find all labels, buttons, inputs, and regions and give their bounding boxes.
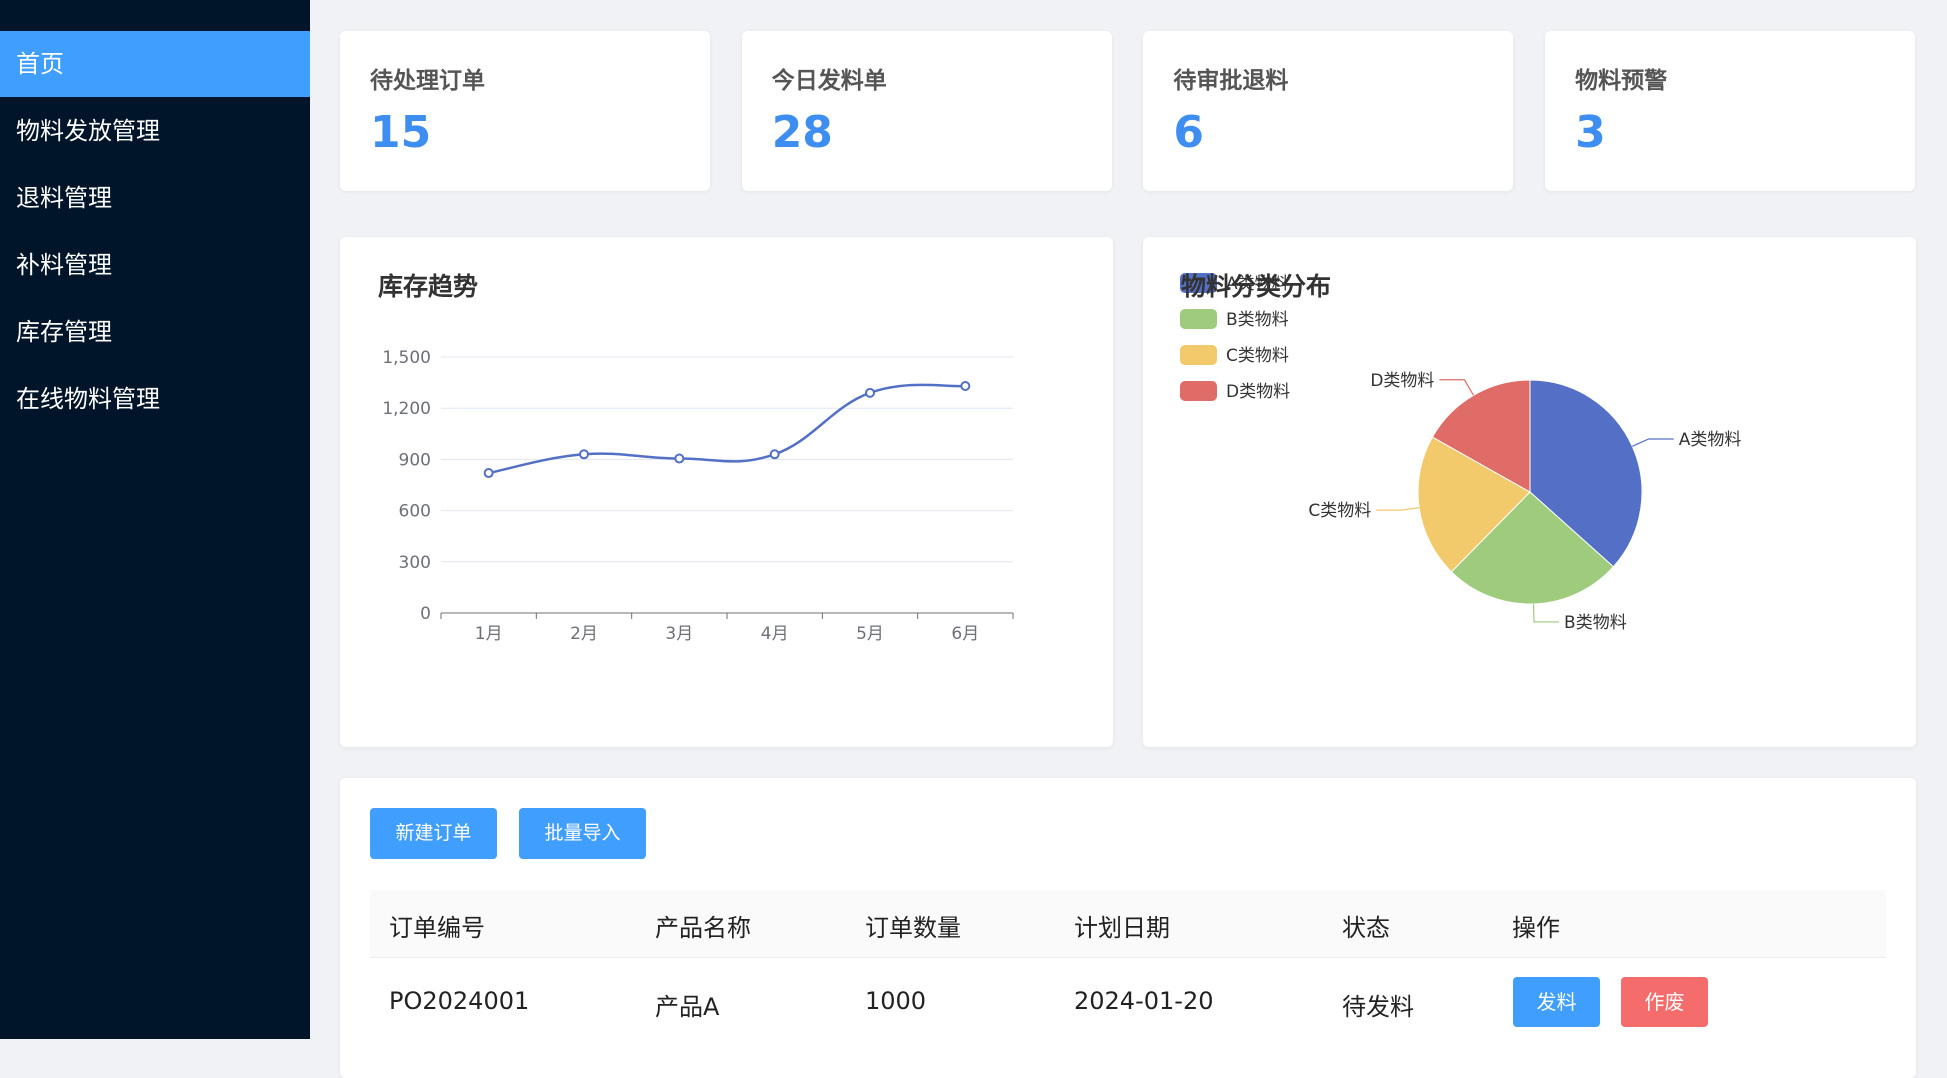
y-tick-label: 900 xyxy=(399,450,431,470)
stat-label: 今日发料单 xyxy=(771,68,887,94)
nav-item[interactable]: 物料发放管理 xyxy=(16,117,160,145)
table-cell: 2024-01-20 xyxy=(1074,987,1214,1015)
x-tick-label: 1月 xyxy=(475,624,503,644)
stat-card: 待审批退料 6 xyxy=(1143,31,1514,191)
nav-item[interactable]: 首页 xyxy=(0,31,310,97)
pie-slice xyxy=(1529,379,1643,568)
x-tick-label: 2月 xyxy=(570,624,598,644)
legend-swatch xyxy=(1180,345,1217,365)
point xyxy=(769,449,780,460)
stat-value: 6 xyxy=(1173,107,1205,158)
stat-card: 物料预警 3 xyxy=(1545,31,1916,191)
table-header-cell: 操作 xyxy=(1512,914,1560,942)
slice-label: A类物料 xyxy=(1679,430,1742,450)
stat-value: 28 xyxy=(771,107,833,158)
table-cell: PO2024001 xyxy=(389,987,530,1015)
table-card: 新建订单 批量导入订单编号 产品名称 订单数量 计划日期 状态 操作 PO2024001 产品A… xyxy=(340,778,1916,1078)
x-tick-label: 5月 xyxy=(856,624,884,644)
leader-line xyxy=(1532,603,1560,623)
toolbar-button[interactable]: 新建订单 xyxy=(370,808,497,859)
stat-label: 物料预警 xyxy=(1575,68,1668,94)
legend-label: D类物料 xyxy=(1226,382,1290,402)
legend-label: B类物料 xyxy=(1226,310,1289,330)
sidebar: 首页物料发放管理 退料管理补料管理库存管理在线物料管理 xyxy=(0,0,310,1039)
stat-label: 待审批退料 xyxy=(1173,68,1289,94)
y-tick-label: 600 xyxy=(399,502,431,522)
leader-line xyxy=(1439,379,1475,396)
stat-value: 3 xyxy=(1575,107,1606,158)
y-tick-label: 1,200 xyxy=(382,399,431,419)
stat-value: 15 xyxy=(370,107,432,158)
x-tick-label: 3月 xyxy=(665,624,693,644)
point xyxy=(483,468,494,479)
legend-label: A类物料 xyxy=(1226,274,1289,294)
legend-swatch xyxy=(1180,381,1217,401)
nav-item[interactable]: 库存管理 xyxy=(16,318,112,346)
y-tick-label: 1,500 xyxy=(382,348,431,368)
line-card: 库存趋势 0 300 600 900 1,200 1,500 1月 2月 3月 4月 5月 6月 xyxy=(340,237,1113,747)
leader-line xyxy=(1376,507,1420,511)
stat-card: 今日发料单 28 xyxy=(741,31,1112,191)
pie-slice xyxy=(1417,436,1531,573)
line xyxy=(488,383,966,475)
table-header-cell: 状态 xyxy=(1342,914,1390,942)
pie-card: A类物料 B类物料 C类物料 D类物料 物料分类分布 A类物料 B类物料 C类物料 D类物料 xyxy=(1143,237,1916,747)
table-header-cell: 计划日期 xyxy=(1074,914,1170,942)
pie-slice xyxy=(1431,379,1531,493)
nav-item[interactable]: 补料管理 xyxy=(16,251,112,279)
table-header-cell: 产品名称 xyxy=(655,914,751,942)
legend-swatch xyxy=(1180,309,1217,329)
point xyxy=(865,387,875,398)
chart-title: 物料分类分布 xyxy=(1181,272,1331,301)
table-header-cell: 订单编号 xyxy=(389,914,485,942)
table-cell: 待发料 xyxy=(1342,993,1414,1021)
table-cell: 1000 xyxy=(865,987,927,1015)
slice-label: D类物料 xyxy=(1370,371,1434,391)
leader-line xyxy=(1632,438,1674,447)
point xyxy=(579,449,589,460)
stat-card: 待处理订单 15 xyxy=(340,31,710,191)
pie-slice xyxy=(1450,491,1615,605)
slice-label: C类物料 xyxy=(1308,501,1371,521)
legend-swatch xyxy=(1180,273,1217,293)
table-header xyxy=(370,890,1886,958)
slice-label: B类物料 xyxy=(1564,613,1627,633)
table-header-cell: 订单数量 xyxy=(865,914,961,942)
toolbar-button[interactable]: 批量导入 xyxy=(519,808,646,859)
line-chart: 库存趋势 0 300 600 900 1,200 1,500 1月 2月 3月 4月 5月 6月 xyxy=(378,272,1014,644)
nav-item[interactable]: 在线物料管理 xyxy=(16,385,160,413)
x-tick-label: 6月 xyxy=(951,624,979,644)
x-tick-label: 4月 xyxy=(761,624,789,644)
action-button[interactable]: 作废 xyxy=(1621,977,1708,1027)
y-tick-label: 0 xyxy=(420,604,431,624)
table-cell: 产品A xyxy=(655,993,720,1021)
nav-item[interactable]: 退料管理 xyxy=(16,184,112,212)
stat-label: 待处理订单 xyxy=(370,68,485,94)
action-button[interactable]: 发料 xyxy=(1513,977,1600,1027)
legend-label: C类物料 xyxy=(1226,346,1289,366)
point xyxy=(674,453,685,464)
chart-title: 库存趋势 xyxy=(378,272,478,301)
y-tick-label: 300 xyxy=(399,553,431,573)
point xyxy=(960,381,971,392)
